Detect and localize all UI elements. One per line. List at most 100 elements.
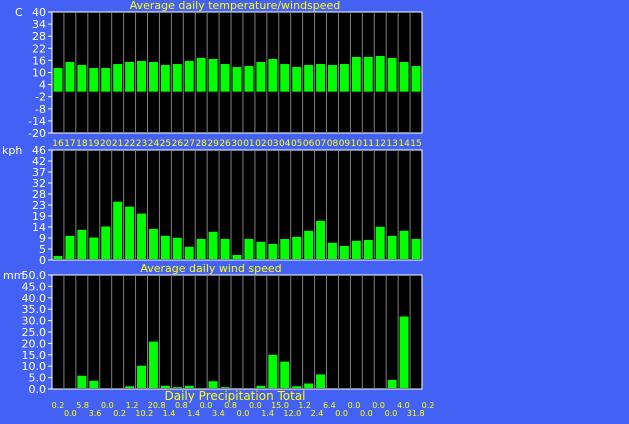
temperature-bar [363, 56, 373, 92]
temperature-y-tick-label: 10 [32, 67, 46, 80]
date-label: 03 [267, 139, 278, 149]
precip-value-label: 3.4 [212, 409, 225, 418]
wind-bar [220, 238, 230, 259]
precip-bar [89, 380, 99, 388]
temperature-bar [53, 68, 63, 92]
temperature-y-tick-label: -14 [28, 115, 46, 128]
date-label: 17 [64, 139, 75, 149]
precip-value-label: 0.0 [200, 401, 213, 410]
date-label: 14 [398, 139, 410, 149]
date-label: 13 [386, 139, 397, 149]
precip-bar [316, 374, 326, 388]
precip-value-label: 1.4 [261, 409, 274, 418]
precip-value-label: 0.0 [385, 409, 398, 418]
precip-value-label: 1.2 [298, 401, 311, 410]
date-label: 25 [160, 139, 171, 149]
temperature-bar [244, 66, 254, 92]
wind-bar [280, 238, 290, 259]
precip-y-tick-label: 50.0 [22, 269, 47, 282]
date-label: 23 [136, 139, 147, 149]
precip-bar [148, 341, 158, 388]
temperature-bar [184, 61, 194, 92]
precip-value-label: 0.0 [101, 401, 114, 410]
precip-value-label: 0.2 [52, 401, 65, 410]
wind-bar [351, 240, 361, 259]
temperature-y-tick-label: 28 [32, 30, 46, 43]
precip-y-tick-label: 25.0 [22, 326, 47, 339]
date-label: 09 [339, 139, 351, 149]
precip-y-tick-label: 40.0 [22, 292, 47, 305]
precip-bar [77, 375, 87, 388]
temperature-y-tick-label: 40 [32, 6, 46, 19]
precip-bar [292, 386, 302, 388]
temperature-unit-label: C [15, 6, 23, 19]
date-label: 20 [100, 139, 112, 149]
wind-bar [232, 254, 242, 259]
wind-bar [399, 230, 409, 259]
precip-chart-title: Daily Precipitation Total [164, 389, 305, 403]
precip-value-label: 1.4 [163, 409, 176, 418]
wind-bar [208, 231, 218, 259]
precip-value-label: 20.8 [148, 401, 166, 410]
temperature-bar [113, 64, 123, 92]
wind-y-tick-label: 23 [32, 199, 46, 212]
temperature-bar [304, 65, 314, 92]
precip-bar [184, 385, 194, 388]
wind-bar [268, 243, 278, 259]
temperature-bar [101, 68, 111, 92]
date-label: 29 [207, 139, 219, 149]
precip-value-label: 0.0 [335, 409, 348, 418]
precip-y-tick-label: 30.0 [22, 315, 47, 328]
date-label: 24 [148, 139, 160, 149]
precip-y-tick-label: 20.0 [22, 337, 47, 350]
wind-bar [339, 245, 349, 259]
precip-value-label: 0.0 [372, 401, 385, 410]
wind-bar [89, 237, 99, 259]
wind-bar [316, 220, 326, 259]
precip-value-label: 1.4 [187, 409, 200, 418]
wind-bar [184, 246, 194, 259]
date-label: 26 [172, 139, 184, 149]
precip-bar [208, 381, 218, 388]
temperature-bar [375, 55, 385, 92]
date-label: 06 [303, 139, 315, 149]
temperature-y-tick-label: 22 [32, 42, 46, 55]
temperature-bar [292, 67, 302, 92]
precip-value-label: 0.0 [64, 409, 77, 418]
precip-value-label: 0.2 [422, 401, 435, 410]
temperature-bar [232, 67, 242, 92]
temperature-y-tick-label: -8 [35, 103, 46, 116]
wind-bar [125, 206, 135, 259]
precip-bar [304, 383, 314, 388]
temperature-y-tick-label: 16 [32, 54, 46, 67]
date-label: 22 [124, 139, 135, 149]
precip-y-tick-label: 5.0 [29, 372, 47, 385]
temperature-bar [148, 62, 158, 92]
precip-y-tick-label: 45.0 [22, 280, 47, 293]
wind-bar [65, 235, 75, 259]
temperature-bar [137, 61, 146, 92]
temperature-bar [280, 64, 290, 92]
wind-bar [160, 235, 170, 259]
wind-bar [148, 228, 158, 259]
precip-bar [125, 386, 135, 388]
precip-value-label: 12.0 [283, 409, 301, 418]
wind-y-tick-label: 5 [39, 243, 46, 256]
temperature-bar [328, 65, 337, 92]
temperature-bar [172, 64, 182, 92]
wind-bar [77, 229, 87, 259]
wind-unit-label: kph [2, 144, 22, 157]
wind-bar [101, 226, 111, 259]
precip-y-tick-label: 15.0 [22, 349, 47, 362]
temperature-bar [411, 66, 421, 92]
precip-value-label: 31.8 [407, 409, 425, 418]
wind-y-tick-label: 37 [32, 166, 46, 179]
precip-y-tick-label: 0.0 [29, 383, 47, 396]
wind-bar [196, 238, 206, 259]
date-label: 08 [327, 139, 339, 149]
wind-y-tick-label: 28 [32, 188, 46, 201]
date-label: 01 [243, 139, 254, 149]
precip-value-label: 1.2 [126, 401, 139, 410]
precip-y-tick-label: 35.0 [22, 303, 47, 316]
precip-y-tick-label: 10.0 [22, 360, 47, 373]
